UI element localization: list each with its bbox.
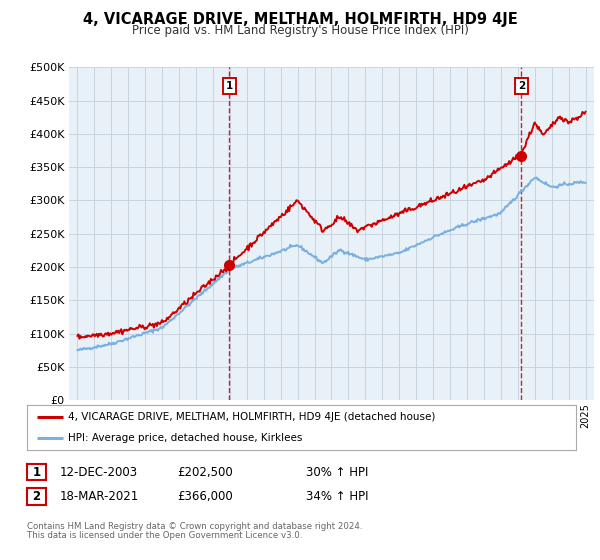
Text: £202,500: £202,500 bbox=[177, 465, 233, 479]
Text: 4, VICARAGE DRIVE, MELTHAM, HOLMFIRTH, HD9 4JE: 4, VICARAGE DRIVE, MELTHAM, HOLMFIRTH, H… bbox=[83, 12, 517, 27]
Text: 30% ↑ HPI: 30% ↑ HPI bbox=[306, 465, 368, 479]
Text: 1: 1 bbox=[32, 465, 41, 479]
Text: 12-DEC-2003: 12-DEC-2003 bbox=[60, 465, 138, 479]
Text: 2: 2 bbox=[32, 490, 41, 503]
Text: 4, VICARAGE DRIVE, MELTHAM, HOLMFIRTH, HD9 4JE (detached house): 4, VICARAGE DRIVE, MELTHAM, HOLMFIRTH, H… bbox=[68, 412, 436, 422]
Text: Price paid vs. HM Land Registry's House Price Index (HPI): Price paid vs. HM Land Registry's House … bbox=[131, 24, 469, 37]
Text: This data is licensed under the Open Government Licence v3.0.: This data is licensed under the Open Gov… bbox=[27, 531, 302, 540]
Text: 18-MAR-2021: 18-MAR-2021 bbox=[60, 490, 139, 503]
Text: 2: 2 bbox=[518, 81, 525, 91]
Text: HPI: Average price, detached house, Kirklees: HPI: Average price, detached house, Kirk… bbox=[68, 432, 302, 442]
Text: Contains HM Land Registry data © Crown copyright and database right 2024.: Contains HM Land Registry data © Crown c… bbox=[27, 522, 362, 531]
Text: 1: 1 bbox=[226, 81, 233, 91]
Text: £366,000: £366,000 bbox=[177, 490, 233, 503]
Text: 34% ↑ HPI: 34% ↑ HPI bbox=[306, 490, 368, 503]
